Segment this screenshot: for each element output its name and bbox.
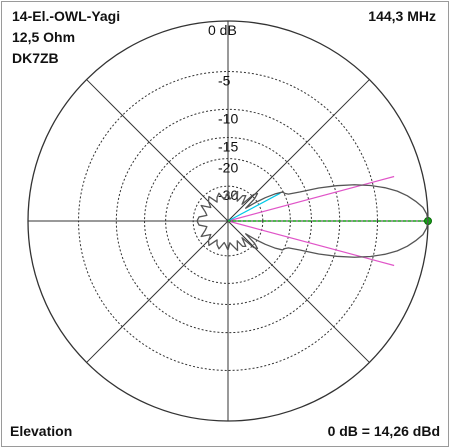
grid-spoke — [86, 220, 229, 363]
plane-label: Elevation — [10, 423, 73, 439]
grid-spoke — [227, 79, 370, 222]
ring-tick-label: 0 dB — [208, 22, 237, 38]
ring-tick-labels: 0 dB-5-10-15-20-30 — [208, 22, 238, 203]
elevation-angle-line — [227, 192, 281, 222]
ring-tick-label: -20 — [218, 160, 238, 176]
antenna-designer: DK7ZB — [12, 50, 59, 66]
ring-tick-label: -15 — [218, 139, 238, 155]
ring-tick-label: -10 — [218, 110, 238, 126]
radiation-pattern-trace — [196, 184, 429, 258]
antenna-impedance: 12,5 Ohm — [12, 29, 76, 45]
radiation-pattern — [196, 184, 429, 258]
ring-tick-label: -5 — [218, 73, 231, 89]
frequency-label: 144,3 MHz — [368, 8, 436, 24]
antenna-name: 14-El.-OWL-Yagi — [12, 8, 121, 24]
grid-spoke — [86, 79, 229, 222]
beamwidth-line — [227, 175, 395, 222]
grid-spoke — [227, 220, 370, 363]
reference-label: 0 dB = 14,26 dBd — [327, 423, 440, 439]
beamwidth-line — [227, 220, 395, 267]
